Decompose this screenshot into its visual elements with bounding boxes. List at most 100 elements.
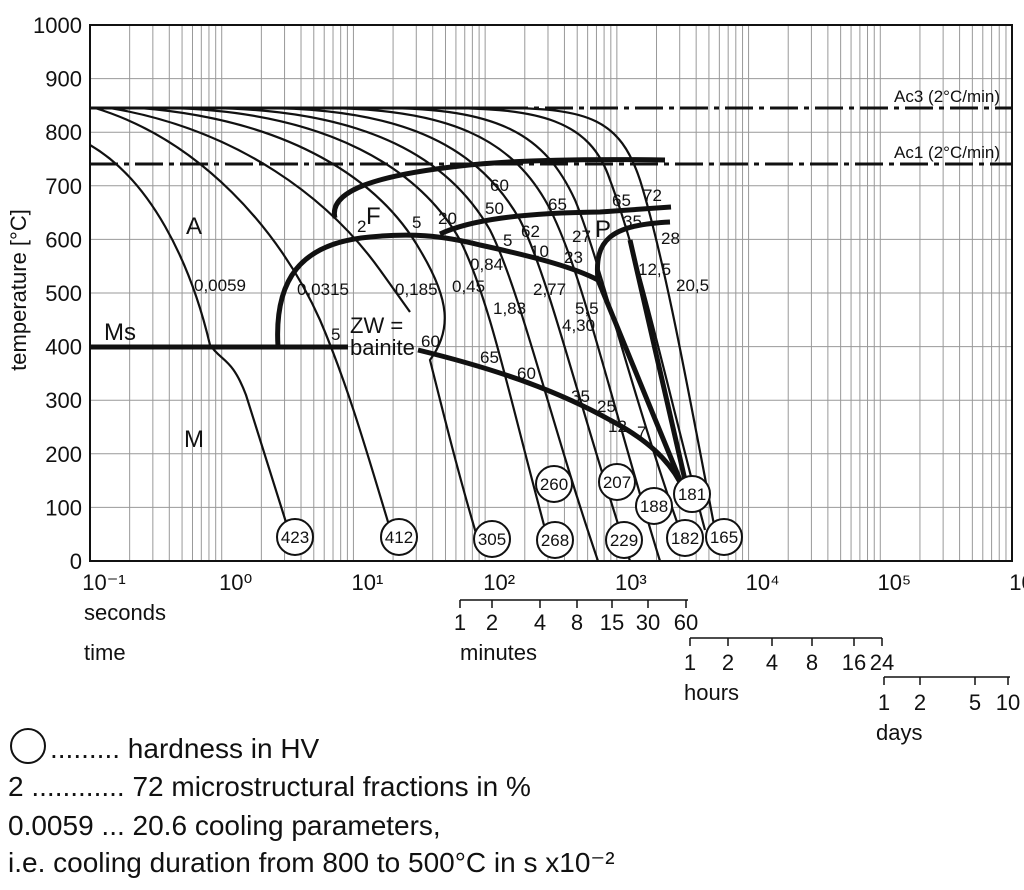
hardness-circle [536,521,574,559]
x-label: time [84,640,126,665]
fraction-label: 20 [438,209,457,228]
hardness-circle [598,463,636,501]
x-tick-label: 10⁶ [1009,570,1024,595]
region-label: M [184,426,204,453]
fraction-label: 5 [331,325,340,344]
cooling-parameter: 2,77 [533,280,566,299]
time-tick-label: 4 [534,610,546,635]
pearlite-end [595,279,683,481]
hardness-value: 412 [385,528,413,547]
ferrite-boundary [331,157,666,219]
fraction-label: 62 [521,222,540,241]
fraction-label: 35 [571,387,590,406]
hardness-circle [276,518,314,556]
cooling-parameter: 0,0315 [297,280,349,299]
y-tick-label: 600 [45,227,82,252]
fraction-label: 35 [623,212,642,231]
ferrite-start [275,232,600,348]
cooling-parameter: 0,0059 [194,276,246,295]
hardness-value: 181 [678,485,706,504]
time-tick-label: 24 [870,650,894,675]
cooling-parameter: 0,185 [395,280,438,299]
fraction-label: 25 [597,397,616,416]
legend-text: 0.0059 ... 20.6 cooling parameters, [8,810,441,841]
legend-text: ......... hardness in HV [50,733,320,764]
fraction-label: 2 [357,217,366,236]
cooling-curve [139,106,480,541]
time-tick-label: 1 [454,610,466,635]
time-scale-label: minutes [460,640,537,665]
legend-circle [10,728,46,764]
time-scale-label: hours [684,680,739,705]
x-tick-label: 10² [483,570,515,595]
pearlite-start [438,204,672,237]
legend-text: 2 ............ 72 microstructural fracti… [8,771,531,802]
x-tick-label: 10⁵ [877,570,911,595]
cooling-parameter: 12,5 [638,260,671,279]
time-tick-label: 1 [684,650,696,675]
x-tick-label: 10⁻¹ [82,570,125,595]
fraction-label: 5 [503,231,512,250]
hardness-value: 305 [478,530,506,549]
y-tick-label: 200 [45,442,82,467]
time-tick-label: 10 [996,690,1020,715]
time-tick-label: 5 [969,690,981,715]
y-tick-label: 500 [45,281,82,306]
bainite-line [417,347,683,484]
hardness-value: 423 [281,528,309,547]
fraction-label: 60 [421,332,440,351]
y-tick-label: 1000 [33,13,82,38]
cooling-curve [94,106,394,536]
cooling-curve [499,106,717,531]
hardness-circle [473,520,511,558]
fraction-label: 10 [530,242,549,261]
hardness-value: 207 [603,473,631,492]
time-tick-label: 60 [674,610,698,635]
x-tick-label: 10¹ [352,570,384,595]
time-tick-label: 16 [842,650,866,675]
time-tick-label: 4 [766,650,778,675]
fraction-label: 12 [608,417,627,436]
region-label: F [366,203,381,230]
y-tick-label: 900 [45,67,82,92]
hardness-circle [535,465,573,503]
fraction-label: 65 [548,195,567,214]
hardness-value: 165 [710,528,738,547]
x-tick-label: 10⁴ [746,570,780,595]
cooling-parameter: 5,5 [575,299,599,318]
fraction-label: 28 [661,229,680,248]
fraction-label: 65 [612,191,631,210]
hardness-circle [380,518,418,556]
time-tick-label: 15 [600,610,624,635]
y-tick-label: 0 [70,549,82,574]
y-tick-label: 100 [45,495,82,520]
fraction-label: 23 [564,248,583,267]
time-tick-label: 1 [878,690,890,715]
hardness-circle [605,521,643,559]
fraction-label: 60 [517,364,536,383]
y-tick-label: 300 [45,388,82,413]
pearlite-end [627,239,688,481]
cooling-parameter: 0,45 [452,277,485,296]
x-label: seconds [84,600,166,625]
ac-label: Ac3 (2°C/min) [894,87,1000,106]
time-tick-label: 2 [722,650,734,675]
y-tick-label: 400 [45,335,82,360]
cooling-curve [379,106,687,546]
x-tick-label: 10⁰ [219,570,252,595]
time-tick-label: 2 [914,690,926,715]
cooling-parameter: 1,83 [493,299,526,318]
cooling-curve [89,144,292,536]
time-tick-label: 8 [806,650,818,675]
y-tick-label: 700 [45,174,82,199]
hardness-circle [666,519,704,557]
region-label: bainite [350,335,415,360]
cooling-curve [439,106,707,531]
cooling-parameter: 4,30 [562,316,595,335]
time-tick-label: 2 [486,610,498,635]
region-label: A [186,213,202,240]
fraction-label: 60 [490,176,509,195]
time-tick-label: 30 [636,610,660,635]
